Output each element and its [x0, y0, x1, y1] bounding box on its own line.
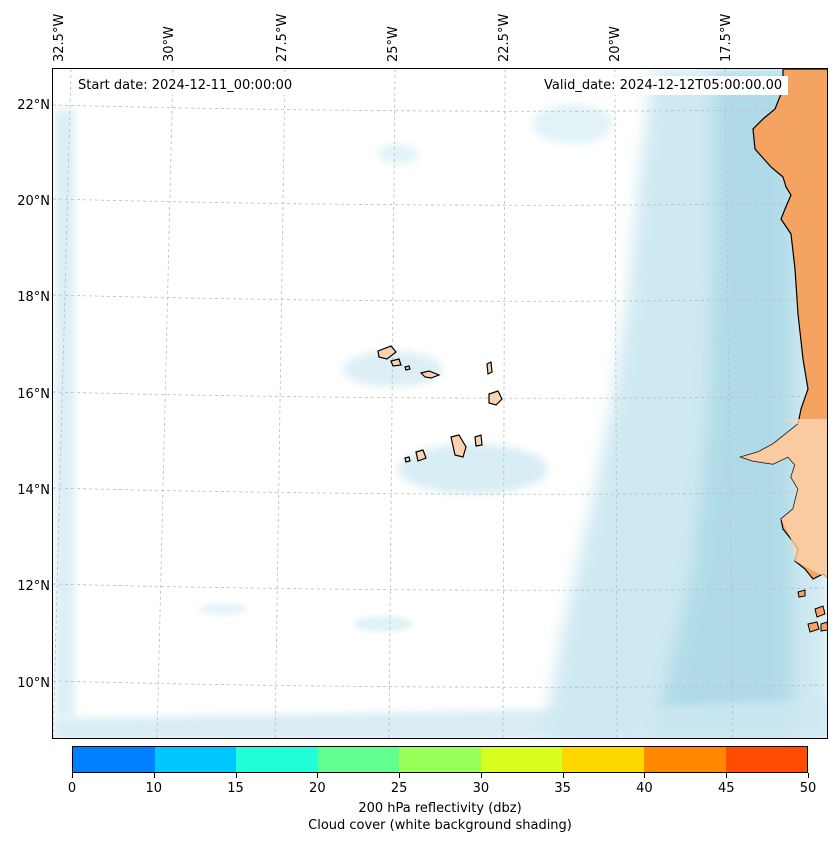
longitude-label: 27.5°W	[275, 13, 290, 62]
longitude-label: 22.5°W	[497, 13, 512, 62]
colorbar-tick	[480, 773, 482, 778]
colorbar-tick-label: 50	[799, 781, 817, 796]
colorbar-tick-label: 35	[554, 781, 571, 796]
island-sao-vicente	[390, 358, 402, 367]
colorbar-segment	[399, 747, 481, 772]
colorbar-tick	[808, 773, 809, 778]
colorbar-tick	[644, 773, 646, 778]
island-santa-luzia	[404, 365, 411, 371]
colorbar-tick	[235, 773, 237, 778]
island-boa-vista	[488, 390, 503, 406]
island-sao-nicolau	[419, 370, 441, 379]
cloud-band-east-core	[653, 69, 793, 738]
latitude-label: 22°N	[17, 98, 50, 113]
latitude-label: 10°N	[17, 676, 50, 691]
colorbar-segment	[643, 747, 726, 772]
island-brava	[404, 456, 411, 463]
coastal-islands	[797, 589, 827, 633]
island-santiago	[450, 434, 467, 458]
island-fogo	[415, 449, 427, 462]
cape-verde-islands	[377, 345, 503, 463]
longitude-label: 30°W	[162, 26, 177, 62]
island-santo-antao	[377, 345, 397, 360]
colorbar	[72, 746, 808, 773]
colorbar-segment	[317, 747, 400, 772]
colorbar-label-line2: Cloud cover (white background shading)	[308, 818, 572, 833]
longitude-label: 17.5°W	[719, 13, 734, 62]
colorbar-segment	[480, 747, 563, 772]
africa-coastal-shading	[741, 419, 827, 578]
colorbar-segment	[562, 747, 644, 772]
cloud-patch-south	[353, 616, 413, 632]
cloud-cover-shading	[53, 69, 827, 738]
latitude-label: 16°N	[17, 387, 50, 402]
valid-date-label: Valid_date: 2024-12-12T05:00:00.00	[538, 76, 789, 95]
colorbar-tick-label: 45	[717, 781, 735, 796]
colorbar-segment	[73, 747, 155, 772]
map-panel	[52, 68, 828, 739]
colorbar-segment	[236, 747, 318, 772]
colorbar-label-line1: 200 hPa reflectivity (dbz)	[358, 801, 522, 816]
cloud-patch-north2	[378, 144, 418, 164]
cloud-band-bottom	[53, 699, 827, 738]
island-maio	[474, 434, 483, 447]
colorbar-tick-label: 15	[227, 781, 244, 796]
cloud-patch-santo-antao	[343, 351, 443, 387]
colorbar-tick-label: 30	[472, 781, 490, 796]
latitude-label: 14°N	[17, 483, 50, 498]
longitude-label: 20°W	[608, 26, 623, 62]
cloud-patch-southwest	[198, 603, 248, 615]
cloud-patch-santiago	[398, 444, 548, 494]
colorbar-segment	[154, 747, 237, 772]
cloud-patch-north	[533, 104, 613, 144]
colorbar-tick-label: 25	[390, 781, 408, 796]
cloud-band-west	[55, 109, 75, 719]
colorbar-tick	[72, 773, 73, 778]
colorbar-tick	[153, 773, 155, 778]
colorbar-tick	[562, 773, 564, 778]
latitude-label: 18°N	[17, 290, 50, 305]
colorbar-tick-label: 40	[636, 781, 653, 796]
colorbar-tick-label: 20	[309, 781, 326, 796]
longitude-label: 25°W	[386, 26, 401, 62]
colorbar-tick	[399, 773, 401, 778]
island-sal	[486, 361, 493, 375]
colorbar-tick-label: 10	[145, 781, 163, 796]
latitude-label: 20°N	[17, 194, 50, 209]
colorbar-tick	[317, 773, 319, 778]
colorbar-segment	[725, 747, 808, 772]
longitude-label: 32.5°W	[52, 13, 67, 62]
colorbar-tick-label: 0	[67, 781, 77, 796]
latitude-label: 12°N	[17, 579, 50, 594]
start-date-label: Start date: 2024-12-11_00:00:00	[72, 76, 299, 95]
colorbar-tick	[726, 773, 728, 778]
map-canvas	[53, 69, 827, 738]
map-graticule	[53, 69, 827, 738]
